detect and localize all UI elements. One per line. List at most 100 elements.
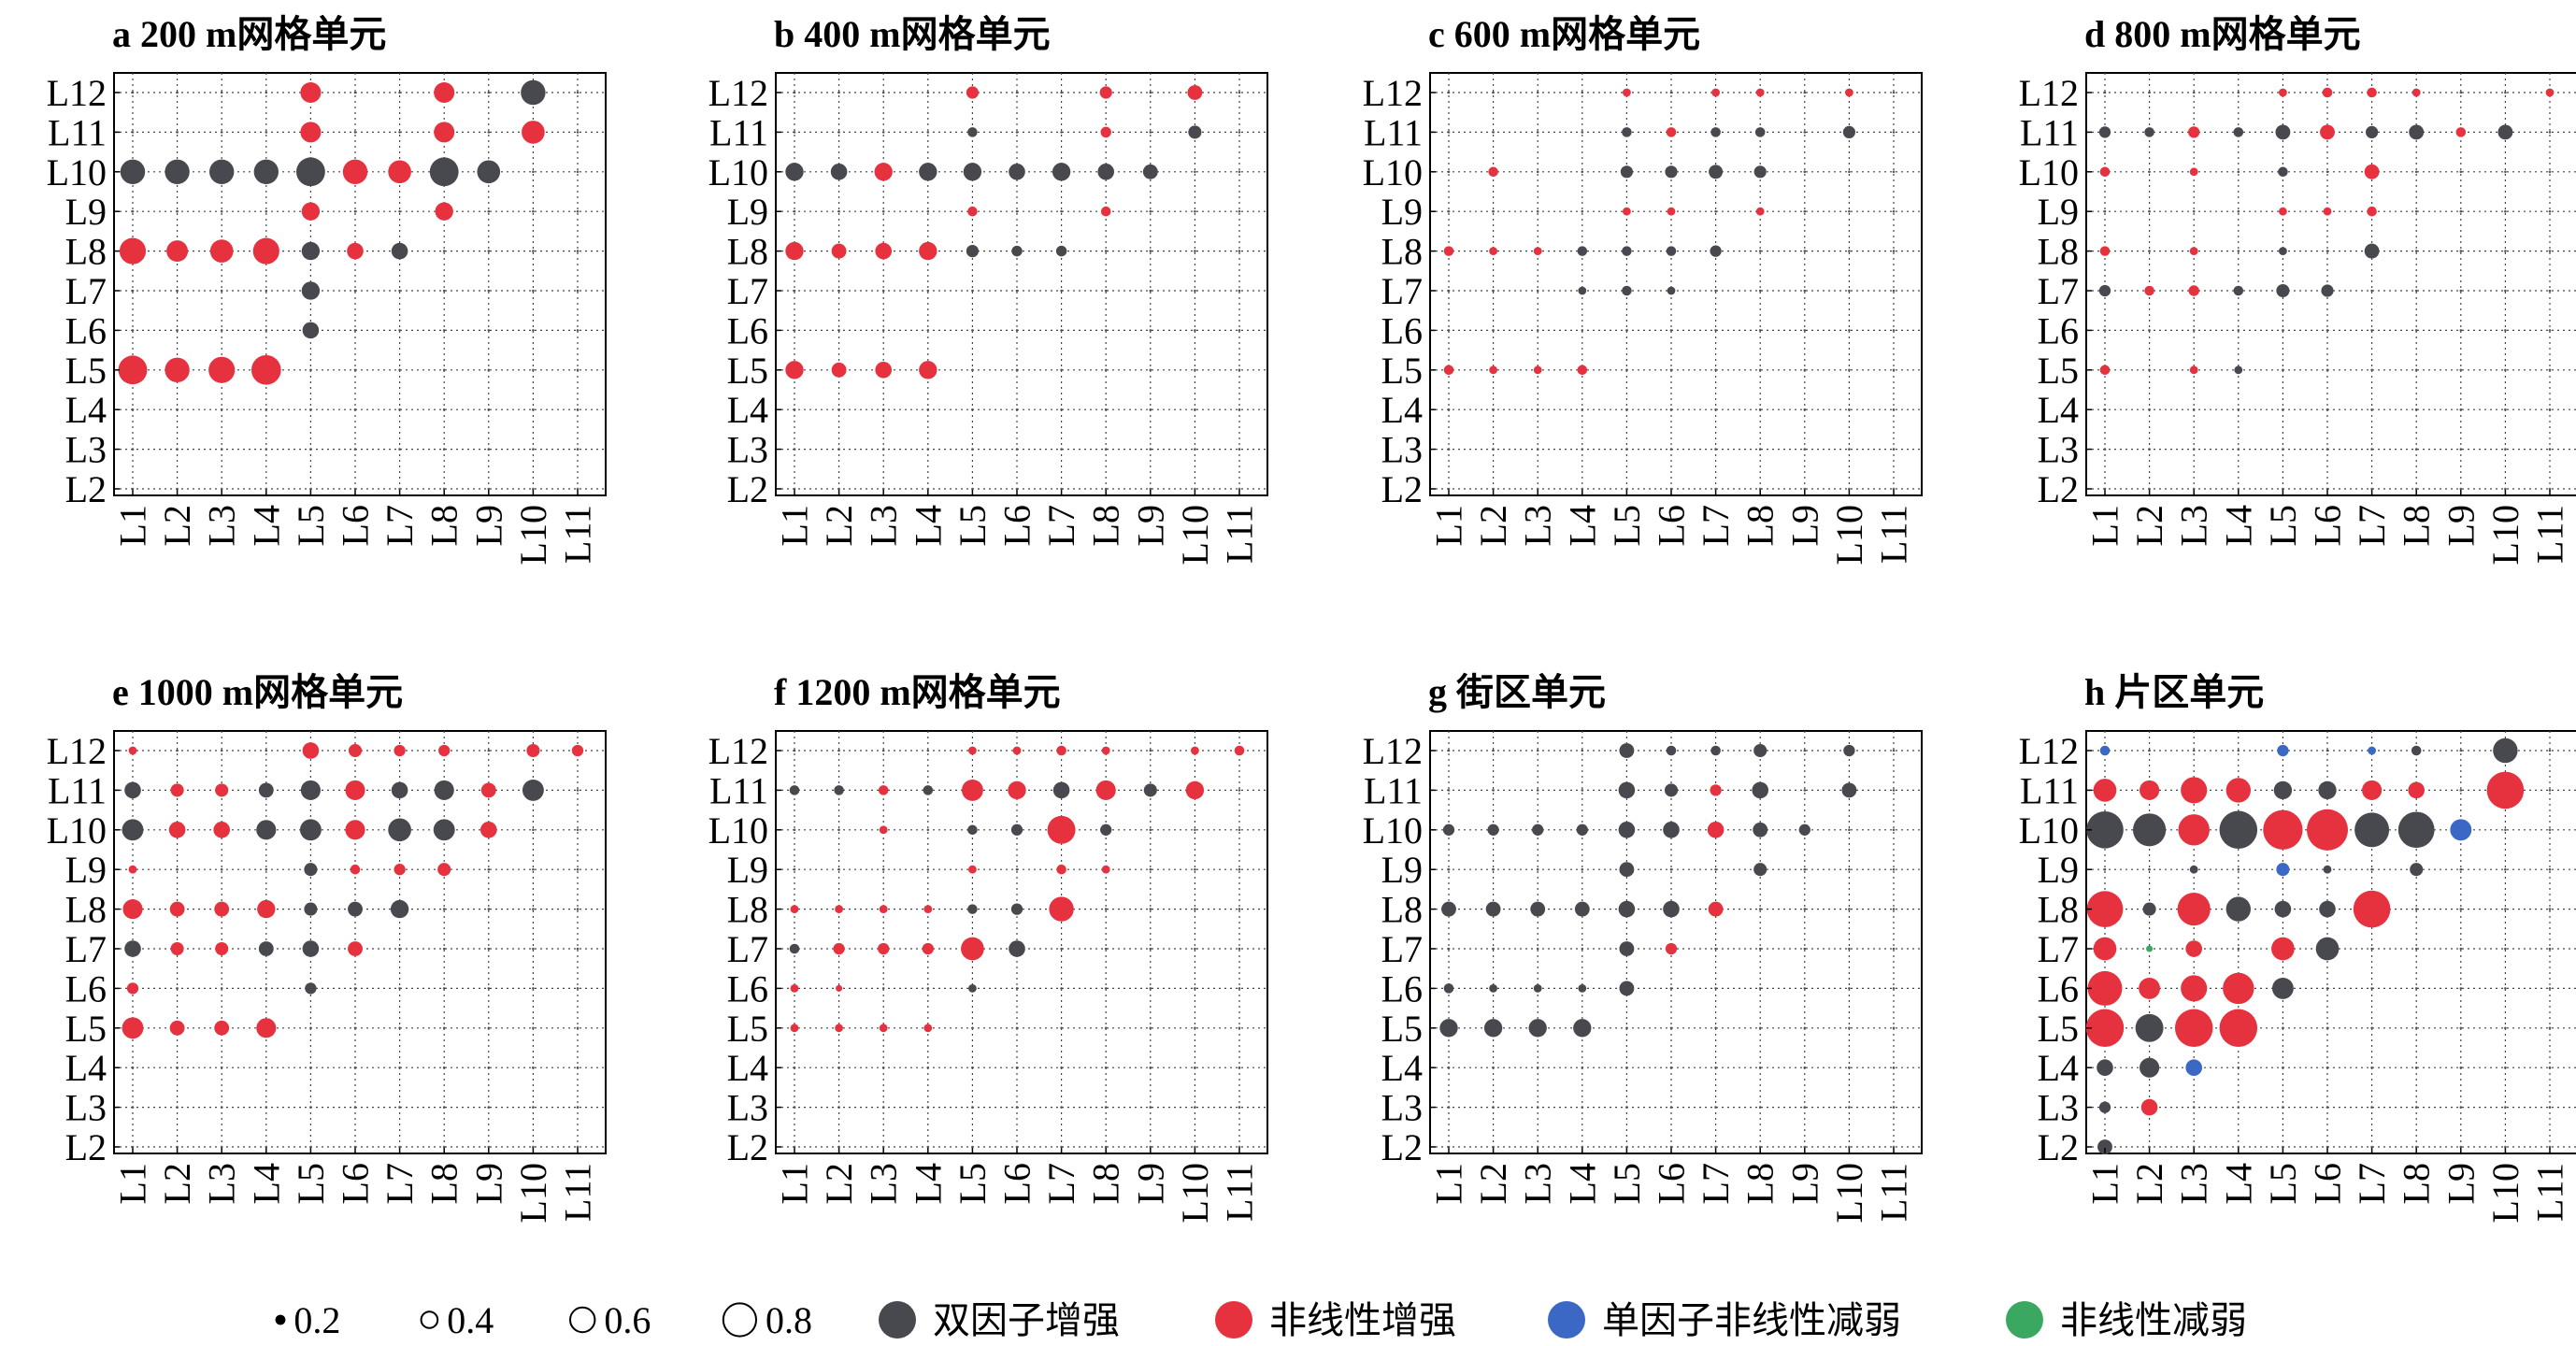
cell-dot [2504, 250, 2507, 252]
data-point [1010, 823, 1023, 836]
cell-dot [1060, 91, 1063, 94]
cell-dot [1892, 250, 1896, 252]
cell-dot [1104, 250, 1108, 252]
data-point [1533, 247, 1542, 255]
cell-dot [2237, 91, 2240, 94]
data-point [253, 159, 279, 184]
cell-dot [2504, 1106, 2507, 1109]
cell-dot [2192, 329, 2196, 332]
cell-dot [1149, 987, 1152, 990]
data-point [169, 1020, 185, 1036]
cell-dot [1536, 1145, 1539, 1149]
cell-dot [1447, 789, 1451, 792]
x-tick-label: L4 [1561, 505, 1603, 546]
y-tick-label: L5 [1381, 1008, 1423, 1050]
type-legend-label: 单因子非线性减弱 [1602, 1299, 1901, 1341]
data-point [1623, 207, 1631, 216]
cell-dot [2414, 170, 2418, 174]
cell-dot [1536, 789, 1539, 792]
cell-dot [2459, 209, 2463, 213]
y-tick-label: L4 [65, 389, 107, 431]
type-legend-label: 非线性增强 [1269, 1299, 1456, 1341]
cell-dot [1892, 91, 1896, 94]
cell-dot [265, 867, 268, 871]
cell-dot [881, 408, 885, 411]
cell-dot [1149, 250, 1152, 252]
cell-dot [2103, 867, 2107, 871]
cell-dot [1581, 408, 1584, 411]
cell-dot [532, 209, 535, 213]
data-point [2086, 891, 2124, 927]
data-point [2142, 902, 2156, 916]
cell-dot [131, 448, 135, 451]
cell-dot [1714, 1145, 1717, 1149]
x-tick-label: L11 [1873, 1163, 1915, 1222]
data-point [170, 783, 184, 797]
y-tick-label: L2 [1381, 1126, 1423, 1168]
cell-dot [2504, 1145, 2507, 1149]
data-point [2139, 977, 2161, 999]
data-point [2098, 1101, 2111, 1113]
cell-dot [2548, 408, 2552, 411]
data-point [790, 984, 799, 993]
cell-dot [2414, 329, 2418, 332]
data-point [2364, 164, 2380, 179]
cell-dot [2548, 329, 2552, 332]
cell-dot [2148, 867, 2151, 871]
cell-dot [1149, 1026, 1152, 1030]
x-tick-label: L11 [1219, 1163, 1261, 1222]
cell-dot [1848, 289, 1851, 293]
data-point [170, 941, 184, 956]
cell-dot [1892, 828, 1896, 832]
cell-dot [837, 209, 840, 213]
cell-dot [532, 1066, 535, 1069]
cell-dot [926, 987, 930, 990]
cell-dot [1194, 209, 1196, 213]
cell-dot [1581, 209, 1584, 213]
cell-dot [1447, 1066, 1451, 1069]
cell-dot [1758, 1145, 1762, 1149]
cell-dot [532, 448, 535, 451]
data-point [122, 899, 143, 920]
cell-dot [309, 368, 312, 372]
size-legend-label: 0.6 [604, 1299, 651, 1341]
cell-dot [926, 209, 930, 213]
data-point [345, 780, 365, 800]
cell-dot [1803, 749, 1807, 752]
type-legend-marker [1215, 1301, 1252, 1339]
data-point [2188, 126, 2200, 138]
cell-dot [1194, 908, 1196, 910]
cell-dot [1892, 368, 1896, 372]
cell-dot [2326, 250, 2329, 252]
cell-dot [532, 289, 535, 293]
cell-dot [837, 749, 840, 752]
panel-title: d 800 m网格单元 [2084, 13, 2361, 55]
cell-dot [2504, 408, 2507, 411]
x-tick-label: L3 [863, 505, 905, 546]
cell-dot [1758, 329, 1762, 332]
cell-dot [2504, 448, 2507, 451]
data-point [2315, 937, 2340, 961]
cell-dot [926, 867, 930, 871]
data-point [301, 281, 321, 300]
data-point [2223, 972, 2254, 1005]
x-tick-label: L8 [2396, 505, 2438, 546]
x-tick-label: L11 [2529, 1163, 2571, 1222]
data-point [480, 782, 496, 798]
cell-dot [1848, 250, 1851, 252]
cell-dot [1848, 408, 1851, 411]
cell-dot [576, 1106, 580, 1109]
cell-dot [442, 487, 446, 491]
cell-dot [1892, 448, 1896, 451]
cell-dot [793, 487, 796, 491]
x-tick-label: L2 [156, 505, 198, 546]
cell-dot [576, 1145, 580, 1149]
cell-dot [2237, 947, 2240, 951]
cell-dot [1714, 209, 1717, 213]
cell-dot [1892, 987, 1896, 990]
data-point [1056, 864, 1066, 875]
cell-dot [1848, 209, 1851, 213]
y-tick-label: L7 [727, 270, 768, 312]
cell-dot [1015, 1066, 1019, 1069]
cell-dot [1149, 289, 1152, 293]
